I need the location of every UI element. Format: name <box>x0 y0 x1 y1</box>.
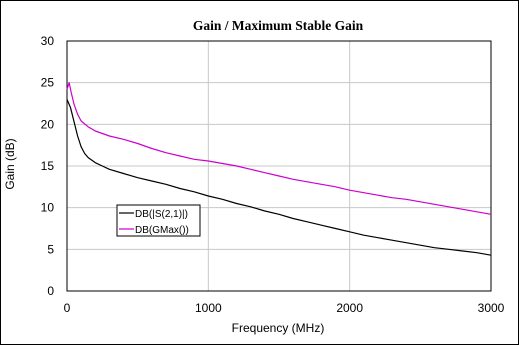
y-axis-label: Gain (dB) <box>3 138 17 189</box>
legend: DB(|S(2,1)|) DB(GMax()) <box>116 204 201 237</box>
y-tick-label: 10 <box>41 201 55 215</box>
y-tick-label: 30 <box>41 34 55 48</box>
x-tick-label: 2000 <box>336 301 363 315</box>
y-tick-label: 5 <box>47 242 54 256</box>
y-tick-label: 25 <box>41 76 55 90</box>
x-tick-label: 3000 <box>478 301 505 315</box>
legend-label-s21: DB(|S(2,1)|) <box>135 209 188 220</box>
legend-label-gmax: DB(GMax()) <box>135 225 189 236</box>
plot-area <box>66 40 492 292</box>
y-tick-labels: 0 5 10 15 20 25 30 <box>41 34 55 298</box>
chart-title: Gain / Maximum Stable Gain <box>193 18 364 33</box>
y-tick-label: 20 <box>41 117 55 131</box>
x-tick-labels: 0 1000 2000 3000 <box>64 301 505 315</box>
x-tick-label: 1000 <box>195 301 222 315</box>
y-tick-label: 0 <box>47 284 54 298</box>
series-line-gmax <box>66 82 492 215</box>
x-tick-label: 0 <box>64 301 71 315</box>
series-lines <box>66 82 492 256</box>
x-axis-label: Frequency (MHz) <box>232 321 325 335</box>
y-tick-label: 15 <box>41 159 55 173</box>
legend-box <box>116 204 201 237</box>
series-line-s21 <box>66 99 492 256</box>
